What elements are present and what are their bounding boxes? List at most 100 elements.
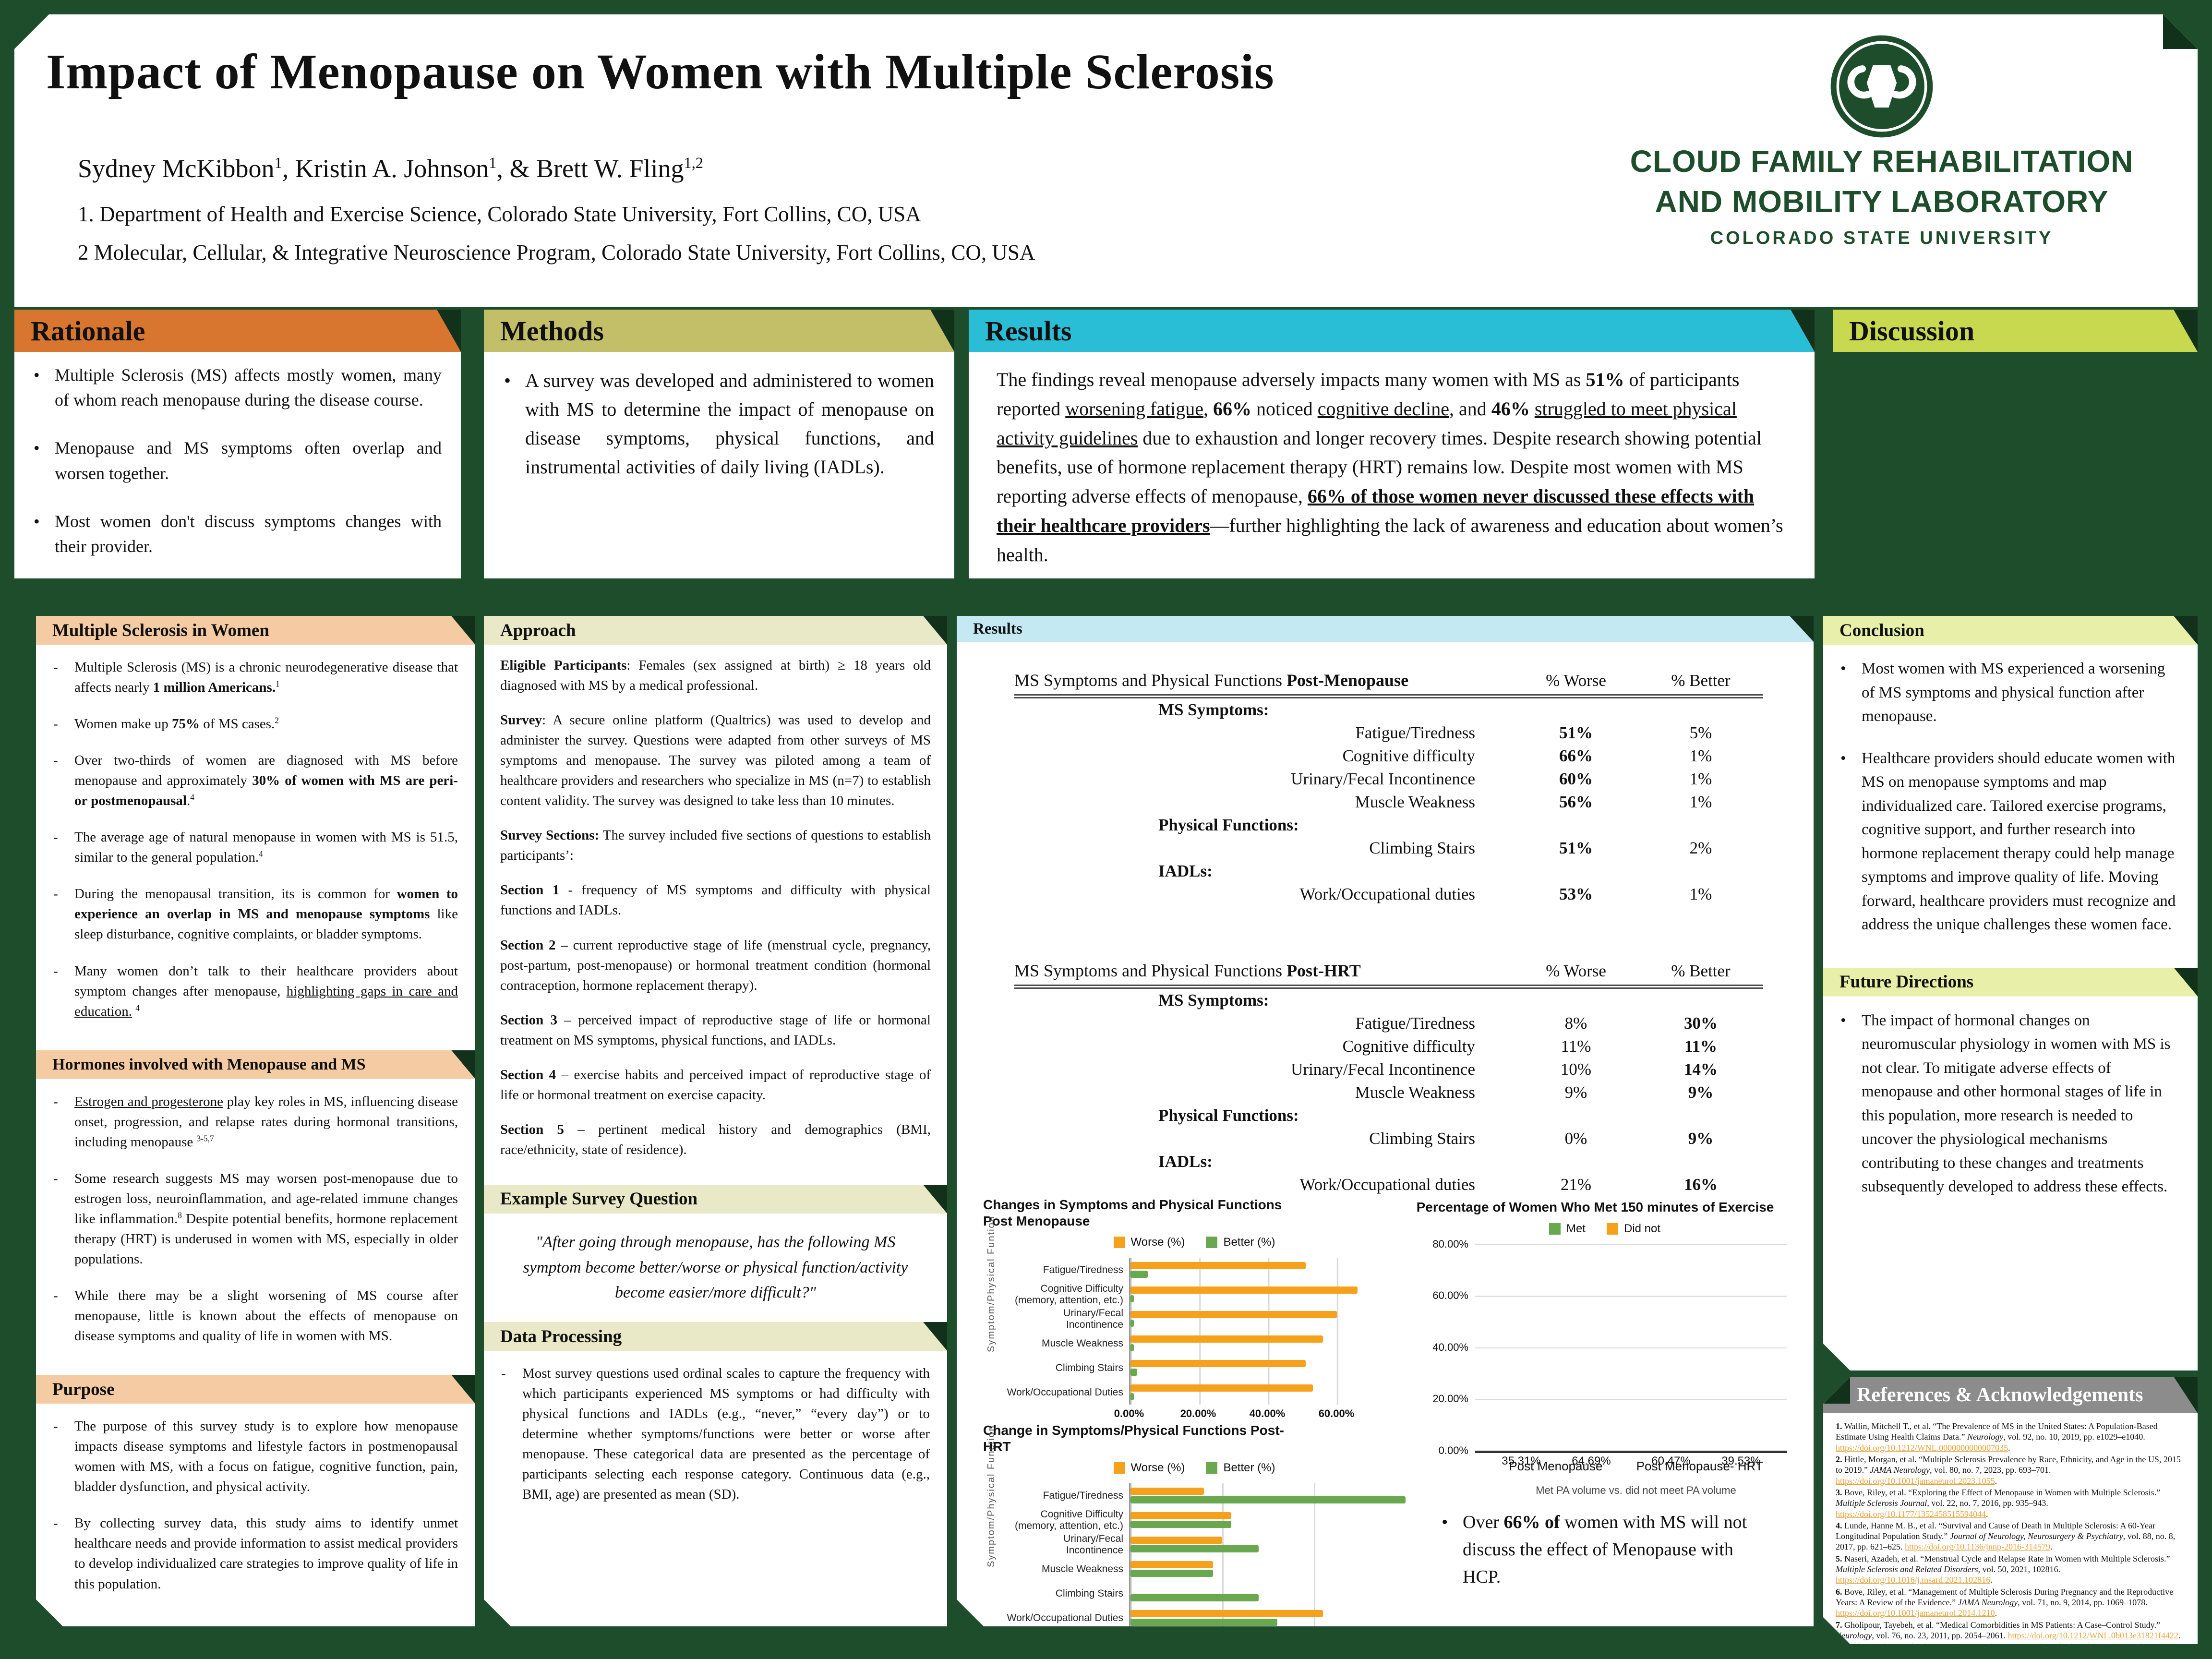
category-label: Work/Occupational Duties [1007, 1612, 1123, 1623]
legend-swatch-icon [1206, 1462, 1217, 1474]
results-detail-panel: Results MS Symptoms and Physical Functio… [957, 616, 1814, 1626]
table-row: IADLs: [1158, 1152, 1213, 1171]
table-row: Fatigue/Tiredness 8% 30% [1355, 1014, 1718, 1033]
list-item: - By collecting survey data, this study a… [53, 1513, 458, 1594]
bullet-marker: - [53, 963, 58, 979]
poster-authors: Sydney McKibbon1, Kristin A. Johnson1, &… [78, 154, 704, 183]
list-item: - Most survey questions used ordinal scal… [501, 1363, 930, 1504]
bar [1130, 1320, 1134, 1327]
bar [1130, 1594, 1259, 1601]
category-label: Fatigue/Tiredness [1043, 1490, 1123, 1501]
bullet-marker: - [501, 1366, 506, 1381]
category-label: Muscle Weakness [1041, 1563, 1123, 1575]
legend-swatch-icon [1206, 1237, 1217, 1248]
references-list: 1. Wallin, Mitchell T., et al. “The Prev… [1823, 1413, 2198, 1659]
bullet-marker: - [53, 1170, 58, 1186]
bar [1130, 1384, 1313, 1392]
bullet-marker: - [53, 886, 58, 902]
legend-swatch-icon [1114, 1237, 1125, 1248]
bullet-marker: - [53, 753, 58, 769]
purpose-title: Purpose [52, 1379, 115, 1399]
purpose-header: Purpose [36, 1375, 475, 1404]
reference-link[interactable]: https://doi.org/10.1177/1352458515594044 [1836, 1509, 1986, 1519]
lab-name-line2: AND MOBILITY LABORATORY [1655, 184, 2109, 219]
results-subheader: Results [957, 616, 1814, 642]
table-row: Urinary/Fecal Incontinence 60% 1% [1291, 769, 1712, 788]
bar [1130, 1570, 1213, 1577]
discussion-header: Discussion [1833, 310, 2198, 352]
plot-area: 0.00% 20.00% 40.00% 60.00% 80.00% 35.31% 64.69… [1475, 1244, 1787, 1453]
reference-link[interactable]: https://doi.org/10.1001/jamaneurol.2023.… [1836, 1476, 1995, 1486]
purpose-bullets: - The purpose of this survey study is to … [36, 1404, 475, 1623]
category-label: Urinary/Fecal Incontinence [1063, 1308, 1123, 1330]
reference-link[interactable]: https://doi.org/10.1016/j.msard.2021.102… [1836, 1575, 1991, 1585]
middle-column-panel: Approach Eligible Participants: Females … [484, 616, 947, 1626]
reference-item: 1. Wallin, Mitchell T., et al. “The Prev… [1836, 1421, 2158, 1453]
reference-item: 8. Rankin, Kelsey, and Riley Bove. “Cari… [1836, 1642, 2149, 1659]
conclusion-title: Conclusion [1839, 620, 1924, 640]
conclusion-header: Conclusion [1823, 616, 2198, 645]
list-item: - Over two-thirds of women are diagnosed … [53, 750, 458, 811]
university-name: COLORADO STATE UNIVERSITY [1710, 228, 2054, 249]
bar [1130, 1344, 1134, 1351]
x-axis-ticks: 0.00% 10.00% 20.00% [1114, 1633, 1332, 1646]
bullet-marker: • [34, 511, 40, 531]
future-directions-title: Future Directions [1839, 972, 1974, 992]
reference-link[interactable]: https://doi.org/10.1212/WNL.0b013e31821f… [2008, 1630, 2178, 1640]
paragraph: Survey: A secure online platform (Qualtr… [500, 712, 931, 809]
reference-item: 5. Naseri, Azadeh, et al. “Menstrual Cyc… [1836, 1553, 2170, 1585]
paragraph: Eligible Participants: Females (sex assi… [500, 658, 931, 694]
list-item: • Menopause and MS symptoms often overlap… [34, 435, 442, 485]
reference-link[interactable]: https://doi.org/10.1001/jamaneurol.2014.… [1836, 1608, 1995, 1618]
references-panel: References & Acknowledgements 1. Wallin,… [1823, 1377, 2198, 1644]
results-title: Results [985, 315, 1072, 347]
list-item: - Multiple Sclerosis (MS) is a chronic ne… [53, 657, 458, 697]
approach-header: Approach [484, 616, 947, 645]
bar [1130, 1619, 1277, 1626]
rationale-panel: Rationale • Multiple Sclerosis (MS) affec… [14, 310, 461, 578]
bar [1130, 1286, 1358, 1294]
methods-title: Methods [500, 315, 604, 347]
category-label: Urinary/Fecal Incontinence [1063, 1533, 1123, 1556]
reference-item: 3. Bove, Riley, et al. “Exploring the Ef… [1836, 1487, 2161, 1519]
hormones-bullets: - Estrogen and progesterone play key role… [36, 1079, 475, 1375]
bar [1130, 1561, 1213, 1568]
list-item: • Healthcare providers should educate wom… [1840, 747, 2180, 937]
conclusion-bullets: • Most women with MS experienced a worsen… [1823, 645, 2198, 968]
bullet-marker: • [1840, 1011, 1846, 1029]
lab-name-line1: CLOUD FAMILY REHABILITATION [1630, 144, 2134, 179]
list-item: • Most women don't discuss symptoms chang… [34, 509, 442, 559]
bullet-marker: - [53, 1288, 58, 1304]
bar [1130, 1393, 1134, 1400]
discussion-panel: Discussion [1833, 310, 2198, 352]
list-item: - Estrogen and progesterone play key role… [53, 1092, 458, 1152]
conclusion-panel: Conclusion • Most women with MS experienc… [1823, 616, 2198, 1370]
table-row: MS Symptoms: [1158, 700, 1269, 719]
category-labels: Post Menopause Post Menopause- HRT [1509, 1458, 1763, 1473]
category-label: Climbing Stairs [1055, 1587, 1123, 1599]
list-item: - The average age of natural menopause i… [53, 827, 458, 867]
lab-logo-block: CLOUD FAMILY REHABILITATION AND MOBILITY… [1594, 34, 2170, 249]
results-summary-text: The findings reveal menopause adversely … [997, 369, 1783, 565]
exercise-chart: Percentage of Women Who Met 150 minutes … [1413, 1199, 1797, 1487]
chart-title: Change in Symptoms/Physical Functions Po… [983, 1423, 1284, 1454]
x-axis-ticks: 0.00% 20.00% 40.00% 60.00% [1114, 1407, 1355, 1420]
ms-in-women-header: Multiple Sclerosis in Women [36, 616, 475, 645]
list-item: • The impact of hormonal changes on neuro… [1840, 1009, 2180, 1199]
discussion-title: Discussion [1849, 315, 1975, 347]
table-row: Physical Functions: [1158, 816, 1299, 834]
bar [1130, 1545, 1259, 1552]
category-label: Cognitive Difficulty (memory, attention,… [1014, 1509, 1123, 1531]
example-question-header: Example Survey Question [484, 1185, 947, 1214]
bar [1130, 1521, 1231, 1528]
hormones-header: Hormones involved with Menopause and MS [36, 1050, 475, 1079]
bullet-marker: - [53, 660, 58, 675]
bullet-marker: - [53, 830, 58, 845]
chart-title: Changes in Symptoms and Physical Functio… [983, 1197, 1282, 1228]
csu-ram-logo-icon [1829, 34, 1935, 139]
reference-link[interactable]: https://doi.org/10.1136/jnnp-2016-314579 [1905, 1542, 2051, 1552]
rationale-header: Rationale [14, 310, 461, 352]
reference-link[interactable]: https://doi.org/10.1212/WNL.000000000000… [1836, 1443, 2008, 1453]
affiliation-1: 1. Department of Health and Exercise Sci… [78, 202, 921, 226]
bar [1130, 1271, 1148, 1278]
